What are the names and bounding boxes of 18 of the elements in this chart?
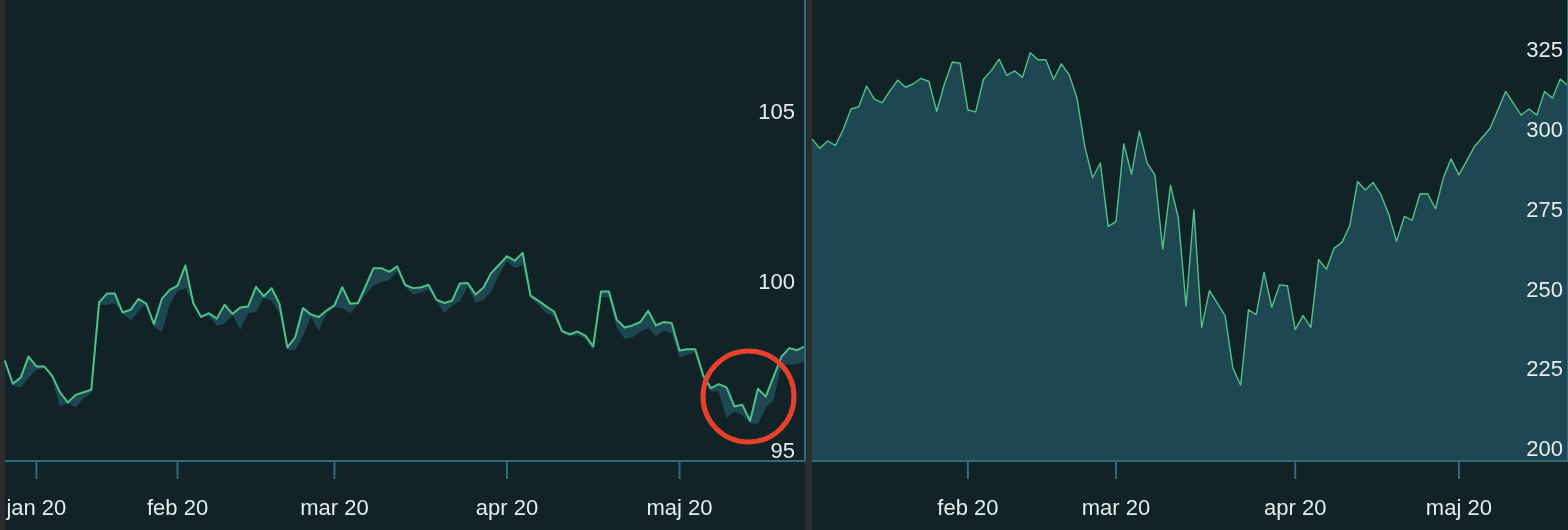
y-tick-label: 105 (758, 99, 795, 125)
y-tick-label: 225 (1526, 356, 1563, 382)
x-tick-label: apr 20 (475, 494, 539, 520)
x-tick-label: feb 20 (146, 494, 209, 520)
x-tick-label: apr 20 (1264, 494, 1327, 520)
y-tick-label: 300 (1526, 116, 1563, 142)
y-tick-label: 200 (1526, 436, 1563, 462)
x-tick-label: mar 20 (300, 494, 369, 520)
y-tick-label: 275 (1526, 196, 1563, 222)
x-tick-label: maj 20 (1425, 494, 1492, 520)
x-tick-label: jan 20 (5, 494, 67, 520)
y-tick-label: 325 (1526, 36, 1563, 62)
x-tick-label: feb 20 (937, 494, 999, 520)
y-tick-label: 250 (1526, 276, 1563, 302)
y-tick-label: 100 (758, 268, 795, 294)
x-tick-label: mar 20 (1081, 494, 1151, 520)
y-tick-label: 95 (770, 438, 795, 464)
x-tick-label: maj 20 (646, 494, 713, 520)
